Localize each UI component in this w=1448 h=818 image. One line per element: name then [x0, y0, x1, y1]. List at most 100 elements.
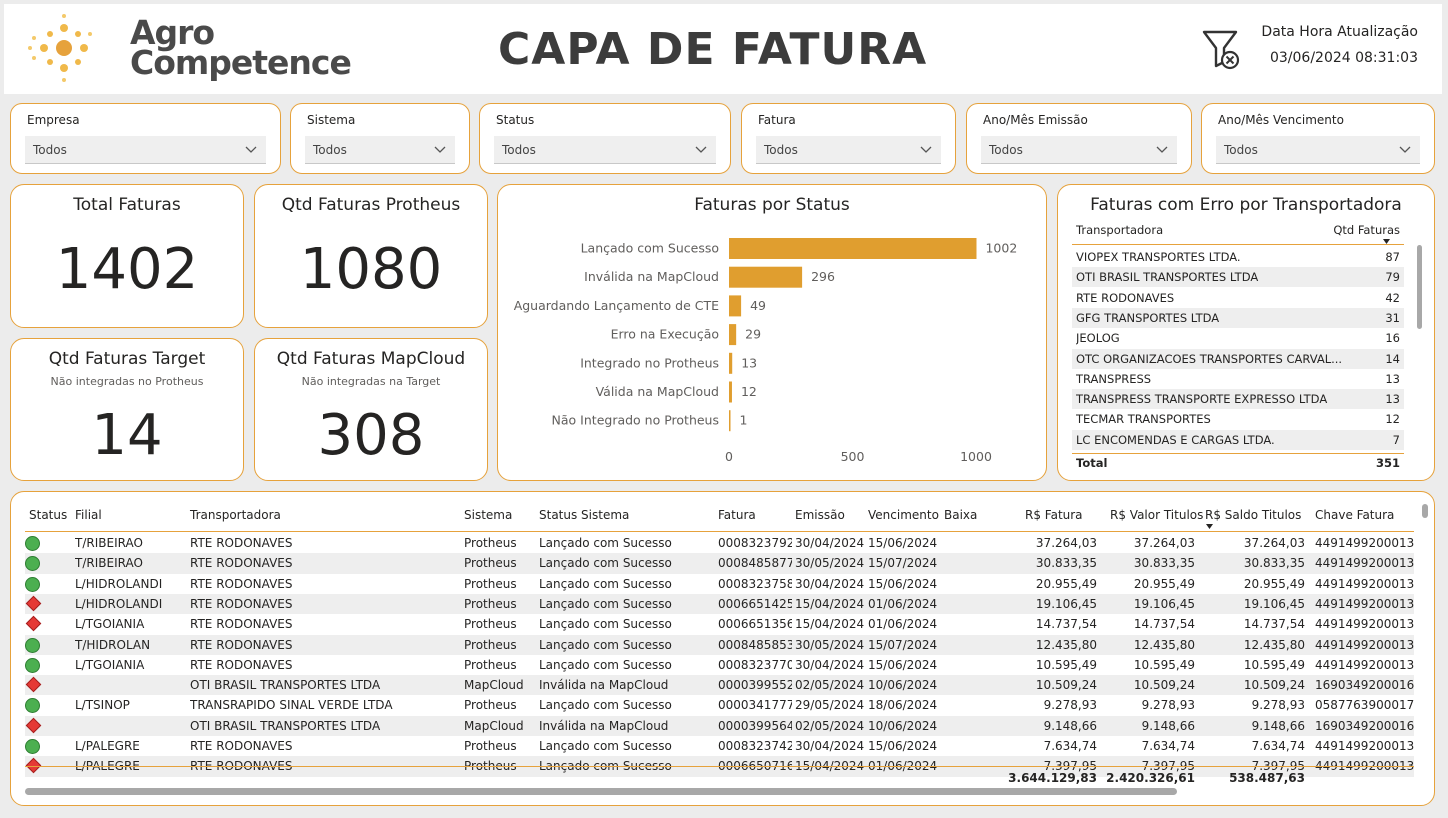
total-label: Total [1076, 456, 1108, 470]
col-fatura[interactable]: Fatura [718, 508, 756, 522]
status-bar[interactable] [729, 324, 737, 346]
table-faturas-erro-transportadora: Faturas com Erro por Transportadora Tran… [1057, 184, 1435, 481]
status-bar[interactable] [729, 381, 732, 403]
table-row[interactable]: TECMAR TRANSPORTES 12 [1072, 409, 1404, 429]
emissao-cell: 30/04/2024 [795, 739, 865, 753]
vertical-scrollbar[interactable] [1422, 504, 1428, 518]
sistema-cell: Protheus [464, 657, 517, 672]
table-row[interactable]: L/TSINOP TRANSRAPIDO SINAL VERDE LTDA Prot… [25, 695, 1415, 715]
transportadora-name: JEOLOG [1076, 331, 1120, 346]
slicer-label: Ano/Mês Emissão [983, 113, 1088, 127]
qtd-faturas-value: 13 [1385, 392, 1400, 407]
valor-fatura-cell: 9.148,66 [1043, 718, 1097, 733]
table-row[interactable]: L/HIDROLANDI RTE RODONAVES Protheus Lançado… [25, 593, 1415, 615]
col-status[interactable]: Status [29, 508, 68, 522]
table-row[interactable]: T/RIBEIRAO RTE RODONAVES Protheus Lançado c… [25, 533, 1415, 553]
table-row[interactable]: L/TGOIANIA RTE RODONAVES Protheus Lançado c… [25, 614, 1415, 634]
col-filial[interactable]: Filial [75, 508, 102, 522]
col-baixa[interactable]: Baixa [944, 508, 978, 522]
status-bar[interactable] [729, 352, 733, 374]
sistema-cell: Protheus [464, 637, 517, 652]
sistema-cell: Protheus [464, 536, 517, 550]
transportadora-name: RTE RODONAVES [1076, 290, 1175, 305]
col-valor-titulos[interactable]: R$ Valor Titulos [1110, 508, 1204, 522]
table-row[interactable]: VIOPEX TRANSPORTES LTDA. 87 [1072, 247, 1404, 267]
table-row[interactable]: LC ENCOMENDAS E CARGAS LTDA. 7 [1072, 429, 1404, 450]
table-row[interactable]: L/PALEGRE RTE RODONAVES Protheus Lançado co… [25, 736, 1415, 756]
slicer-label: Fatura [758, 113, 796, 127]
transportadora-cell: RTE RODONAVES [190, 596, 293, 611]
table-row[interactable]: OTI BRASIL TRANSPORTES LTDA 79 [1072, 267, 1404, 288]
status-bar[interactable] [729, 410, 731, 432]
faturas-detail-table: Status Filial Transportadora Sistema Sta… [10, 491, 1435, 806]
col-transportadora[interactable]: Transportadora [190, 508, 281, 522]
filial-cell: L/TGOIANIA [75, 657, 145, 672]
table-row[interactable]: OTI BRASIL TRANSPORTES LTDA MapCloud Invál… [25, 715, 1415, 736]
slicer-dropdown-empresa[interactable]: Todos [25, 136, 266, 164]
valor-titulos-cell: 7.634,74 [1141, 739, 1195, 753]
vencimento-cell: 15/07/2024 [868, 556, 938, 571]
slicer-dropdown-fatura[interactable]: Todos [756, 136, 941, 164]
logo-text-line2: Competence [130, 43, 352, 82]
table-row[interactable]: OTC ORGANIZACOES TRANSPORTES CARVAL... 14 [1072, 348, 1404, 369]
table-row[interactable]: GFG TRANSPORTES LTDA 31 [1072, 307, 1404, 328]
table-row[interactable]: OTI BRASIL TRANSPORTES LTDA MapCloud Invál… [25, 675, 1415, 696]
transportadora-cell: RTE RODONAVES [190, 657, 293, 672]
slicer-dropdown-sistema[interactable]: Todos [305, 136, 455, 164]
status-bar[interactable] [729, 266, 803, 288]
slicer-dropdown-emissao[interactable]: Todos [981, 136, 1177, 164]
status-bar[interactable] [729, 238, 977, 259]
status-bar[interactable] [729, 295, 742, 317]
vencimento-cell: 10/06/2024 [868, 718, 938, 733]
table-row[interactable]: TRANSPRESS TRANSPORTE EXPRESSO LTDA 13 [1072, 389, 1404, 410]
filial-cell: T/RIBEIRAO [75, 556, 143, 571]
transportadora-name: VIOPEX TRANSPORTES LTDA. [1076, 250, 1241, 264]
col-status-sistema[interactable]: Status Sistema [539, 508, 630, 522]
valor-titulos-cell: 30.833,35 [1133, 556, 1195, 571]
table-row[interactable]: JEOLOG 16 [1072, 328, 1404, 348]
qtd-faturas-value: 12 [1385, 412, 1400, 427]
category-label: Inválida na MapCloud [584, 269, 719, 284]
category-label: Aguardando Lançamento de CTE [514, 298, 719, 313]
table-row[interactable]: RTE RODONAVES 42 [1072, 288, 1404, 308]
slicer-value: Todos [313, 143, 347, 157]
sistema-cell: Protheus [464, 739, 517, 753]
slicer-dropdown-vencimento[interactable]: Todos [1216, 136, 1420, 164]
col-valor-fatura[interactable]: R$ Fatura [1025, 508, 1083, 522]
erro-table-total: Total 351 [1072, 453, 1404, 473]
col-qtd-faturas[interactable]: Qtd Faturas [1333, 223, 1400, 237]
card-value: 308 [317, 403, 425, 468]
fatura-cell: 0006651425 [718, 596, 792, 611]
valor-titulos-cell: 10.595,49 [1133, 657, 1195, 672]
vencimento-cell: 15/07/2024 [868, 637, 938, 652]
detail-table-header: Status Filial Transportadora Sistema Sta… [25, 504, 1414, 532]
valor-titulos-cell: 9.148,66 [1141, 718, 1195, 733]
slicer-dropdown-status[interactable]: Todos [494, 136, 716, 164]
table-row[interactable]: L/TGOIANIA RTE RODONAVES Protheus Lançado c… [25, 655, 1415, 675]
table-row[interactable]: T/RIBEIRAO RTE RODONAVES Protheus Lançado c… [25, 553, 1415, 574]
col-emissao[interactable]: Emissão [795, 508, 845, 522]
erro-table-scrollbar[interactable] [1417, 245, 1422, 329]
col-saldo-titulos[interactable]: R$ Saldo Titulos [1205, 508, 1302, 522]
filial-cell: L/HIDROLANDI [75, 576, 163, 591]
emissao-cell: 30/05/2024 [795, 637, 865, 652]
horizontal-scrollbar[interactable] [25, 788, 1177, 795]
emissao-cell: 15/04/2024 [795, 596, 865, 611]
clear-filter-icon[interactable] [1200, 26, 1244, 72]
table-row[interactable]: L/HIDROLANDI RTE RODONAVES Protheus Lançado… [25, 574, 1415, 594]
status-sistema-cell: Lançado com Sucesso [539, 576, 672, 591]
table-row[interactable]: TRANSPRESS 13 [1072, 369, 1404, 389]
transportadora-name: TECMAR TRANSPORTES [1076, 412, 1211, 427]
table-row[interactable]: T/HIDROLAN RTE RODONAVES Protheus Lançado c… [25, 634, 1415, 655]
qtd-faturas-value: 79 [1385, 270, 1400, 285]
col-transportadora[interactable]: Transportadora [1076, 223, 1164, 237]
col-sistema[interactable]: Sistema [464, 508, 513, 522]
valor-titulos-cell: 20.955,49 [1133, 576, 1195, 591]
data-label: 29 [745, 327, 761, 342]
valor-fatura-cell: 12.435,80 [1035, 637, 1097, 652]
col-vencimento[interactable]: Vencimento [868, 508, 939, 522]
page-title: CAPA DE FATURA [498, 24, 928, 75]
vencimento-cell: 10/06/2024 [868, 678, 938, 693]
col-chave-fatura[interactable]: Chave Fatura [1315, 508, 1395, 522]
fatura-cell: 0008323770 [718, 657, 792, 672]
